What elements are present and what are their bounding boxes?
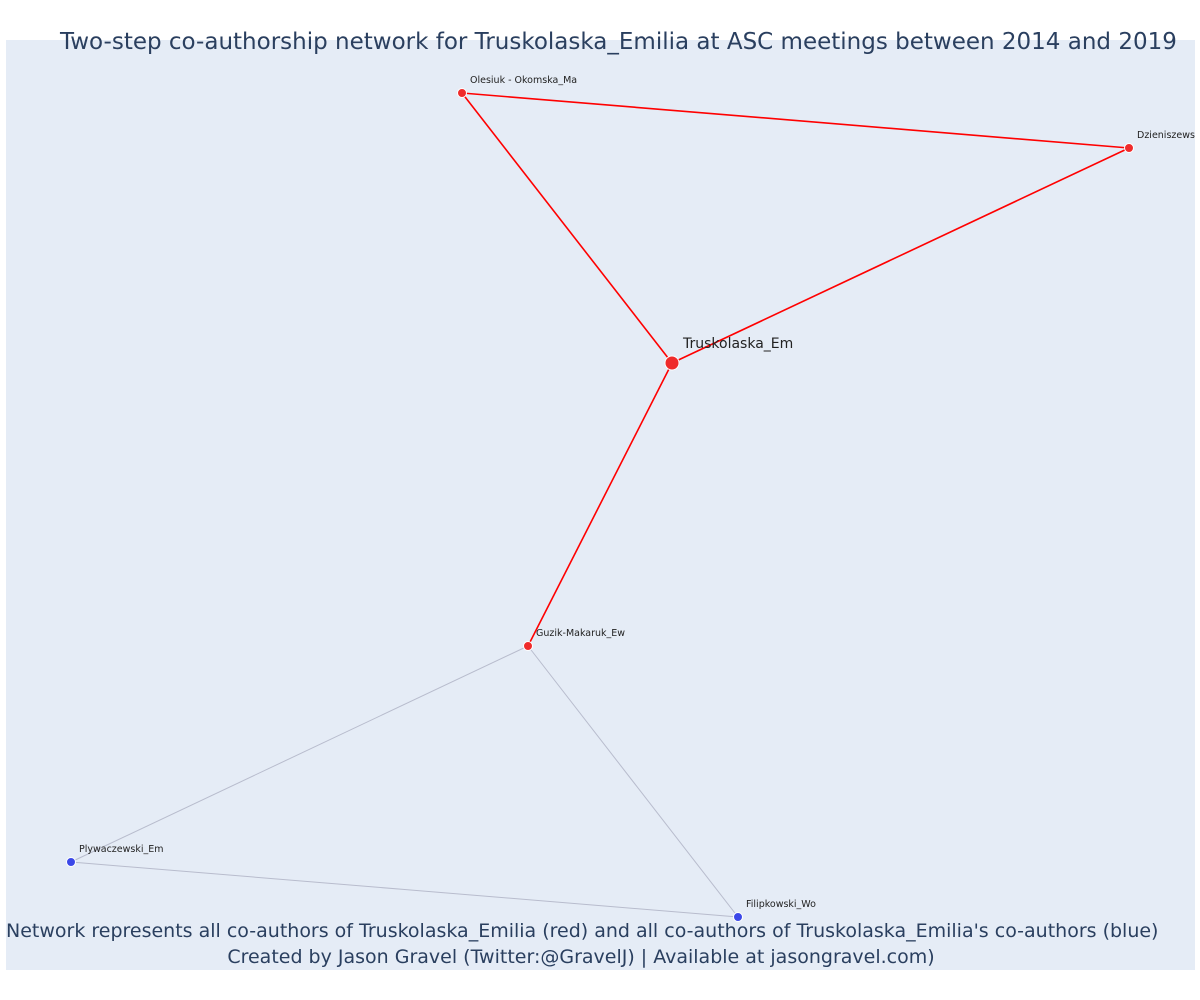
edge-olesiuk-truskolaska <box>461 92 673 364</box>
node-filipkowski[interactable] <box>733 912 743 922</box>
caption-line-2: Created by Jason Gravel (Twitter:@Gravel… <box>227 946 935 968</box>
chart-title: Two-step co-authorship network for Trusk… <box>60 29 1177 55</box>
node-olesiuk[interactable] <box>457 88 467 98</box>
network-graph: Truskolaska_Em Olesiuk - Okomska_Ma Dzieni… <box>66 75 1195 922</box>
edge-guzik-filipkowski <box>527 645 739 918</box>
edge-truskolaska-guzik <box>527 362 673 647</box>
caption-line-1: Network represents all co-authors of Tru… <box>6 920 1159 942</box>
node-truskolaska[interactable] <box>664 355 680 371</box>
node-label-filipkowski: Filipkowski_Wo <box>746 899 816 910</box>
node-label-olesiuk: Olesiuk - Okomska_Ma <box>470 75 577 86</box>
node-label-dzieniszewski: Dzieniszewsl <box>1137 130 1195 141</box>
network-plot-area: Truskolaska_Em Olesiuk - Okomska_Ma Dzieni… <box>6 40 1195 970</box>
node-label-plywaczewski: Plywaczewski_Em <box>79 844 164 855</box>
edge-guzik-plywaczewski <box>70 645 529 863</box>
chart-caption: Network represents all co-authors of Tru… <box>6 918 1159 970</box>
edge-plywaczewski-filipkowski <box>70 861 739 918</box>
node-plywaczewski[interactable] <box>66 857 76 867</box>
edge-dzieniszewski-truskolaska <box>671 147 1130 364</box>
node-dzieniszewski[interactable] <box>1124 143 1134 153</box>
node-label-guzik: Guzik-Makaruk_Ew <box>536 628 625 639</box>
node-guzik[interactable] <box>523 641 533 651</box>
edge-olesiuk-dzieniszewski <box>461 92 1130 149</box>
node-label-truskolaska: Truskolaska_Em <box>682 336 793 352</box>
